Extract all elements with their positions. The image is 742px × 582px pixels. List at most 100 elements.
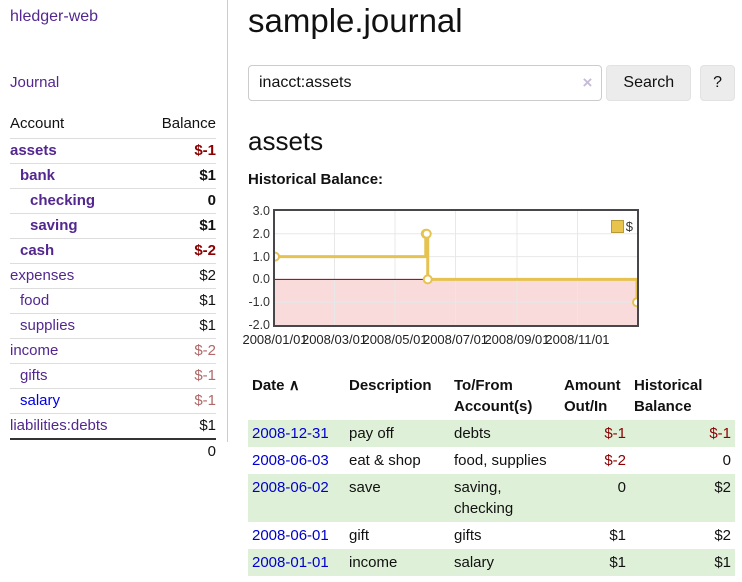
cell-balance: 0: [722, 452, 731, 469]
account-row: income $-2: [10, 338, 216, 363]
account-link-supplies[interactable]: supplies: [20, 317, 76, 334]
cell-balance: $2: [714, 527, 731, 544]
cell-description: eat & shop: [349, 452, 421, 469]
account-balance: $-2: [194, 242, 216, 259]
account-row: assets $-1: [10, 138, 216, 163]
transaction-date-link[interactable]: 2008-06-01: [252, 527, 329, 544]
account-balance: $-1: [194, 392, 216, 409]
accounts-header-account: Account: [10, 115, 65, 132]
search-button[interactable]: Search: [606, 65, 692, 101]
account-row: checking 0: [10, 188, 216, 213]
account-balance: $1: [199, 167, 216, 184]
search-box: ×: [248, 65, 603, 101]
account-row: saving $1: [10, 213, 216, 238]
column-header-balance: Historical Balance: [634, 377, 703, 415]
cell-description: gift: [349, 527, 370, 544]
table-row: 2008-12-31 pay off debts $-1 $-1: [248, 420, 735, 447]
help-button[interactable]: ?: [700, 65, 735, 101]
cell-accounts: salary: [454, 554, 495, 571]
transaction-date-link[interactable]: 2008-06-02: [252, 479, 329, 496]
cell-accounts: food, supplies: [454, 452, 547, 469]
accounts-total-value: 0: [207, 443, 216, 460]
x-axis-tick: 2008/09/01: [484, 332, 550, 347]
account-row: salary $-1: [10, 388, 216, 413]
cell-balance: $-1: [709, 425, 731, 442]
legend-swatch-icon: [610, 220, 624, 233]
account-link-food[interactable]: food: [20, 292, 50, 309]
cell-accounts: debts: [454, 425, 491, 442]
column-header-amount: Amount Out/In: [564, 377, 621, 415]
account-balance: $-1: [194, 367, 216, 384]
account-link-checking[interactable]: checking: [30, 192, 96, 209]
account-link-income[interactable]: income: [10, 342, 59, 359]
sidebar-item-journal[interactable]: Journal: [10, 74, 60, 91]
transaction-date-link[interactable]: 2008-12-31: [252, 425, 329, 442]
y-axis-tick: 3.0: [252, 204, 270, 218]
x-axis-tick: 2008/03/01: [301, 332, 368, 347]
x-axis-tick: 2008/07/01: [422, 332, 489, 347]
account-balance: $1: [199, 217, 216, 234]
account-balance: $2: [199, 267, 216, 284]
cell-balance: $1: [714, 554, 731, 571]
sidebar: hledger-web Journal Account Balance asse…: [0, 0, 228, 460]
cell-amount: $1: [609, 527, 626, 544]
brand-link[interactable]: hledger-web: [10, 8, 99, 25]
sort-ascending-icon: ∧: [288, 377, 300, 394]
column-header-description: Description: [349, 377, 432, 394]
account-heading: assets: [248, 126, 324, 156]
register-header-row: Date ∧ Description To/From Account(s) Am…: [248, 372, 735, 420]
y-axis-tick: -2.0: [248, 318, 270, 332]
y-axis-tick: -1.0: [248, 295, 270, 310]
clear-search-icon[interactable]: ×: [582, 73, 593, 92]
transaction-date-link[interactable]: 2008-01-01: [252, 554, 329, 571]
account-balance: 0: [207, 192, 216, 209]
account-balance: $1: [199, 417, 216, 434]
account-row: liabilities:debts $1: [10, 413, 216, 438]
account-balance: $-1: [194, 142, 216, 159]
table-row: 2008-06-02 save saving, checking 0 $2: [248, 474, 735, 522]
account-row: bank $1: [10, 163, 216, 188]
historical-balance-chart: $ 3.0 2.0 1.0 0.0 -1.0 -2.0 2008/01/01 2008/03…: [242, 204, 735, 350]
cell-date: 2008-06-03: [248, 447, 345, 474]
x-axis-tick: 2008/05/01: [362, 332, 428, 347]
cell-balance: $2: [714, 479, 731, 496]
accounts-header-balance: Balance: [161, 115, 216, 132]
column-header-date[interactable]: Date ∧: [252, 377, 300, 394]
account-row: gifts $-1: [10, 363, 216, 388]
account-link-liabilities-debts[interactable]: liabilities:debts: [10, 417, 108, 434]
account-row: cash $-2: [10, 238, 216, 263]
chart-plot-area: $: [273, 209, 639, 327]
accounts-table: Account Balance assets $-1 bank $1 checking 0…: [10, 111, 216, 463]
cell-date: 2008-06-02: [248, 474, 345, 522]
table-row: 2008-06-01 gift gifts $1 $2: [248, 522, 735, 549]
account-link-salary[interactable]: salary: [20, 392, 61, 409]
account-link-bank[interactable]: bank: [20, 167, 56, 184]
cell-description: pay off: [349, 425, 394, 442]
register-table: Date ∧ Description To/From Account(s) Am…: [248, 372, 735, 576]
cell-date: 2008-01-01: [248, 549, 345, 576]
cell-amount: 0: [617, 479, 626, 496]
account-link-assets[interactable]: assets: [10, 142, 57, 159]
cell-description: income: [349, 554, 398, 571]
search-input[interactable]: [248, 65, 603, 101]
account-link-expenses[interactable]: expenses: [10, 267, 75, 284]
account-row: expenses $2: [10, 263, 216, 288]
cell-description: save: [349, 479, 381, 496]
column-header-accounts: To/From Account(s): [454, 377, 533, 415]
cell-accounts: saving, checking: [454, 479, 514, 517]
transaction-date-link[interactable]: 2008-06-03: [252, 452, 329, 469]
account-link-gifts[interactable]: gifts: [20, 367, 48, 384]
account-link-saving[interactable]: saving: [30, 217, 78, 234]
accounts-total-row: 0: [10, 438, 216, 463]
account-link-cash[interactable]: cash: [20, 242, 55, 259]
x-axis-tick: 2008/11/01: [545, 332, 610, 347]
table-row: 2008-06-03 eat & shop food, supplies $-2 0: [248, 447, 735, 474]
account-row: food $1: [10, 288, 216, 313]
legend-label: $: [625, 219, 633, 234]
chart-canvas: [275, 211, 637, 325]
cell-amount: $-2: [604, 452, 626, 469]
chart-title: Historical Balance:: [248, 171, 384, 188]
accounts-table-header: Account Balance: [10, 111, 216, 138]
chart-legend: $: [610, 219, 633, 234]
